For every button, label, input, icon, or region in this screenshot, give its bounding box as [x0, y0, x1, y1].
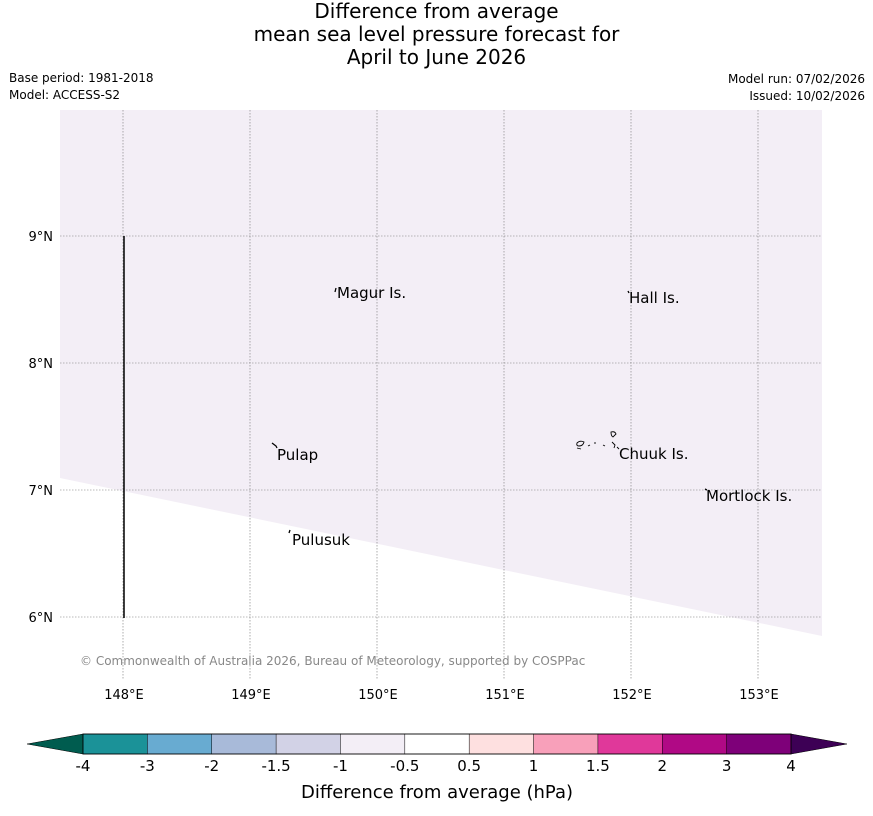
colorbar-segment-10 — [662, 733, 728, 755]
title-line-3: April to June 2026 — [346, 45, 527, 69]
island-chuuk-lagoon — [576, 431, 620, 450]
base-period-label: Base period: 1981-2018 — [9, 71, 154, 85]
island-outlines — [271, 287, 708, 534]
label-hall: Hall Is. — [629, 289, 680, 307]
colorbar-min-extension — [26, 733, 84, 755]
lon-label-151: 151°E — [485, 688, 525, 700]
meta-left: Base period: 1981-2018 Model: ACCESS-S2 — [9, 70, 154, 104]
label-pulap: Pulap — [277, 446, 318, 464]
lon-label-150: 150°E — [358, 688, 398, 700]
colorbar-tick-label: -4 — [76, 757, 91, 775]
colorbar-segment-7 — [468, 733, 535, 755]
colorbar-segment-5 — [340, 733, 406, 755]
colorbar-tick-label: -0.5 — [390, 757, 419, 775]
lon-label-153: 153°E — [739, 688, 779, 700]
map-panel: Magur Is. Hall Is. Pulap Chuuk Is. Mortl… — [29, 110, 822, 700]
label-pulusuk: Pulusuk — [292, 531, 350, 549]
lat-label-7: 7°N — [29, 484, 54, 499]
island-pulap — [271, 442, 278, 449]
title-line-2: mean sea level pressure forecast for — [253, 22, 620, 46]
issued-label: Issued: 10/02/2026 — [749, 89, 865, 103]
lat-axis-labels: 9°N 8°N 7°N 6°N — [29, 230, 54, 626]
lon-label-149: 149°E — [231, 688, 271, 700]
colorbar-tick-label: 2 — [657, 757, 667, 775]
colorbar-tick-label: -3 — [140, 757, 155, 775]
label-mortlock: Mortlock Is. — [706, 487, 792, 505]
colorbar-tick-label: -2 — [204, 757, 219, 775]
colorbar-tick-label: 4 — [786, 757, 796, 775]
colorbar-segment-3 — [211, 733, 277, 755]
model-label: Model: ACCESS-S2 — [9, 88, 121, 102]
meta-right: Model run: 07/02/2026 Issued: 10/02/2026 — [728, 71, 865, 105]
colorbar-segment-2 — [147, 733, 213, 755]
label-chuuk: Chuuk Is. — [619, 445, 688, 463]
colorbar-label: Difference from average (hPa) — [301, 782, 573, 803]
colorbar-segment-9 — [597, 733, 663, 755]
island-hall — [627, 290, 630, 294]
title-line-1: Difference from average — [314, 0, 559, 23]
colorbar-segment-8 — [533, 733, 599, 755]
colorbar-segment-1 — [82, 733, 148, 755]
colorbar-segment-11 — [726, 733, 792, 755]
colorbar-tick-label: 0.5 — [457, 757, 481, 775]
anomaly-shaded-region — [60, 110, 822, 636]
lon-label-148: 148°E — [104, 688, 144, 700]
lon-axis-labels: 148°E 149°E 150°E 151°E 152°E 153°E — [104, 688, 779, 700]
colorbar-frame — [82, 733, 792, 755]
graticule — [60, 110, 822, 680]
place-labels: Magur Is. Hall Is. Pulap Chuuk Is. Mortl… — [277, 284, 792, 549]
colorbar-segments — [82, 733, 792, 755]
colorbar-tick-label: 1 — [529, 757, 539, 775]
lat-label-9: 9°N — [29, 230, 54, 245]
label-magur: Magur Is. — [337, 284, 406, 302]
model-run-label: Model run: 07/02/2026 — [727, 72, 865, 86]
colorbar-tick-label: 1.5 — [586, 757, 610, 775]
colorbar-segment-6 — [404, 733, 470, 755]
lon-label-152: 152°E — [612, 688, 652, 700]
island-magur — [334, 287, 337, 293]
colorbar-tick-label: -1.5 — [261, 757, 290, 775]
colorbar-tick-label: 3 — [722, 757, 732, 775]
colorbar-tick-labels: -4 -3 -2 -1.5 -1 -0.5 0.5 1 1.5 2 3 4 — [76, 757, 796, 775]
lat-label-6: 6°N — [29, 611, 54, 626]
colorbar-segment-4 — [275, 733, 341, 755]
colorbar-max-extension — [790, 733, 848, 755]
copyright-notice: © Commonwealth of Australia 2026, Bureau… — [80, 654, 585, 668]
colorbar-tick-label: -1 — [333, 757, 348, 775]
island-pulusuk — [288, 529, 291, 534]
map-title: Difference from average mean sea level p… — [0, 0, 873, 69]
lat-label-8: 8°N — [29, 357, 54, 372]
island-mortlock — [704, 488, 708, 491]
